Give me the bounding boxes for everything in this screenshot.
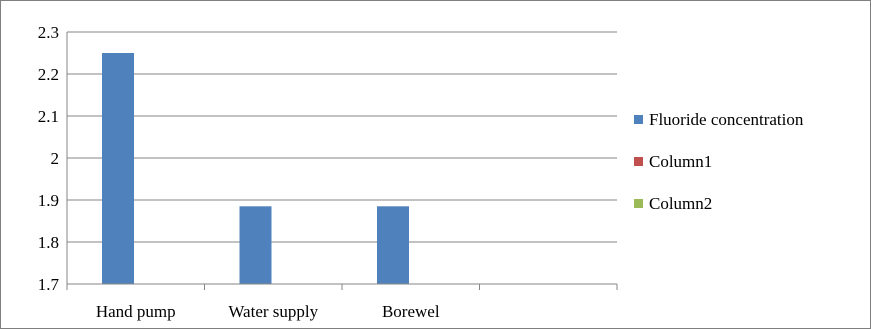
y-tick-label: 2.1 [38, 107, 59, 126]
axes [66, 32, 618, 290]
y-tick-label: 2 [51, 149, 60, 168]
legend-swatch [634, 199, 643, 208]
legend-swatch [634, 115, 643, 124]
x-category-label: Water supply [228, 302, 318, 321]
y-tick-label: 2.3 [38, 23, 59, 42]
bar [239, 206, 272, 284]
x-category-label: Borewel [382, 302, 440, 321]
y-axis-ticks: 1.7 1.8 1.9 2 2.1 2.2 2.3 [38, 23, 60, 294]
legend: Fluoride concentration Column1 Column2 [634, 110, 804, 213]
bar [102, 53, 134, 284]
x-category-label: Hand pump [96, 302, 176, 321]
legend-swatch [634, 157, 643, 166]
y-tick-label: 1.9 [38, 191, 59, 210]
x-axis-categories: Hand pump Water supply Borewel [96, 302, 440, 321]
bars [102, 53, 409, 284]
y-tick-label: 2.2 [38, 65, 59, 84]
y-tick-label: 1.8 [38, 233, 59, 252]
legend-label: Column2 [649, 194, 712, 213]
legend-label: Fluoride concentration [649, 110, 804, 129]
y-tick-label: 1.7 [38, 275, 60, 294]
bar [377, 206, 409, 284]
gridlines [67, 31, 617, 243]
legend-label: Column1 [649, 152, 712, 171]
